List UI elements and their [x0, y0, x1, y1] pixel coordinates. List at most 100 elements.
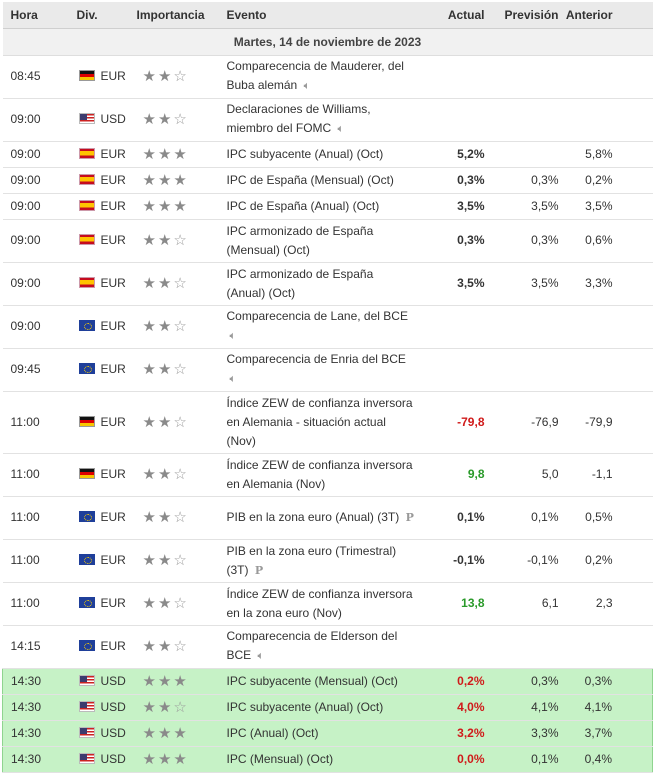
star-icon: ★ — [157, 318, 174, 335]
event-actual: 5,2% — [418, 141, 491, 168]
star-icon: ★ — [142, 724, 158, 742]
table-row[interactable]: 09:00 EUR ★★☆ IPC armonizado de España (… — [2, 262, 653, 306]
table-row[interactable]: 09:00 EUR ★★☆ IPC armonizado de España (… — [2, 219, 653, 263]
star-icon: ★ — [142, 171, 158, 189]
header-forecast[interactable]: Previsión — [490, 2, 561, 29]
table-row[interactable]: 09:00 EUR ★★★ IPC de España (Mensual) (O… — [2, 167, 653, 194]
table-row[interactable]: 14:30 USD ★★☆ IPC subyacente (Anual) (Oc… — [2, 694, 653, 721]
event-cell[interactable]: IPC subyacente (Mensual) (Oct) — [222, 668, 419, 695]
star-icon: ★ — [157, 361, 174, 378]
event-time: 09:00 — [2, 219, 67, 263]
importance-stars: ★★☆ — [132, 391, 223, 454]
star-outline-icon: ☆ — [173, 232, 189, 249]
event-cell[interactable]: IPC armonizado de España (Anual) (Oct) — [222, 262, 419, 306]
table-row[interactable]: 08:45 EUR ★★☆ Comparecencia de Mauderer,… — [2, 55, 653, 99]
event-forecast: 0,3% — [490, 668, 561, 695]
preliminary-icon: P — [254, 563, 264, 577]
event-time: 11:00 — [2, 453, 67, 497]
event-name[interactable]: IPC (Mensual) (Oct) — [226, 751, 334, 766]
event-name[interactable]: IPC armonizado de España (Mensual) (Oct) — [226, 223, 374, 257]
event-cell[interactable]: IPC (Anual) (Oct) — [222, 720, 419, 747]
event-forecast: 4,1% — [490, 694, 561, 721]
star-icon: ★ — [142, 638, 158, 655]
event-time: 09:00 — [2, 98, 67, 142]
event-cell[interactable]: IPC de España (Mensual) (Oct) — [222, 167, 419, 194]
table-row[interactable]: 14:30 USD ★★★ IPC (Mensual) (Oct) 0,0% 0… — [2, 746, 653, 773]
event-cell[interactable]: Índice ZEW de confianza inversora en la … — [222, 582, 419, 626]
event-cell[interactable]: Comparecencia de Enria del BCE 🔈︎ — [222, 348, 419, 392]
event-name[interactable]: IPC subyacente (Anual) (Oct) — [226, 699, 384, 714]
header-event[interactable]: Evento — [222, 2, 419, 29]
table-row[interactable]: 14:15 EUR ★★☆ Comparecencia de Elderson … — [2, 625, 653, 669]
event-cell[interactable]: Declaraciones de Williams, miembro del F… — [222, 98, 419, 142]
header-actual[interactable]: Actual — [418, 2, 491, 29]
star-icon: ★ — [157, 750, 174, 768]
star-icon: ★ — [157, 552, 174, 569]
table-row[interactable]: 09:00 EUR ★★☆ Comparecencia de Lane, del… — [2, 305, 653, 349]
event-currency: EUR — [66, 167, 133, 194]
speaker-icon: 🔈︎ — [257, 650, 265, 662]
event-name[interactable]: Índice ZEW de confianza inversora en Ale… — [226, 457, 413, 491]
event-currency: EUR — [66, 193, 133, 220]
star-outline-icon: ☆ — [173, 361, 189, 378]
event-cell[interactable]: PIB en la zona euro (Trimestral) (3T) P — [222, 539, 419, 583]
event-time: 11:00 — [2, 539, 67, 583]
table-row[interactable]: 09:00 EUR ★★★ IPC de España (Anual) (Oct… — [2, 193, 653, 220]
table-row[interactable]: 09:00 USD ★★☆ Declaraciones de Williams,… — [2, 98, 653, 142]
header-previous[interactable]: Anterior — [560, 2, 653, 29]
event-name[interactable]: Declaraciones de Williams, miembro del F… — [226, 102, 371, 135]
event-name[interactable]: PIB en la zona euro (Anual) (3T) — [226, 510, 400, 524]
table-row[interactable]: 11:00 EUR ★★☆ Índice ZEW de confianza in… — [2, 582, 653, 626]
flag-icon — [78, 70, 95, 81]
event-cell[interactable]: PIB en la zona euro (Anual) (3T) P — [222, 496, 419, 540]
header-time[interactable]: Hora — [2, 2, 67, 29]
event-cell[interactable]: Índice ZEW de confianza inversora en Ale… — [222, 453, 419, 497]
header-currency[interactable]: Div. — [66, 2, 133, 29]
star-icon: ★ — [157, 232, 174, 249]
table-row[interactable]: 11:00 EUR ★★☆ PIB en la zona euro (Anual… — [2, 496, 653, 540]
event-cell[interactable]: IPC (Mensual) (Oct) — [222, 746, 419, 773]
table-row[interactable]: 11:00 EUR ★★☆ Índice ZEW de confianza in… — [2, 453, 653, 497]
flag-icon — [78, 277, 95, 288]
importance-stars: ★★☆ — [132, 55, 223, 99]
event-cell[interactable]: IPC armonizado de España (Mensual) (Oct) — [222, 219, 419, 263]
table-row[interactable]: 14:30 USD ★★★ IPC (Anual) (Oct) 3,2% 3,3… — [2, 720, 653, 747]
event-name[interactable]: IPC subyacente (Mensual) (Oct) — [226, 673, 398, 688]
event-name[interactable]: Comparecencia de Enria del BCE — [226, 352, 406, 366]
event-name[interactable]: Comparecencia de Mauderer, del Buba alem… — [226, 59, 404, 92]
event-name[interactable]: Índice ZEW de confianza inversora en Ale… — [226, 395, 413, 448]
event-currency: EUR — [66, 348, 133, 392]
event-name[interactable]: IPC subyacente (Anual) (Oct) — [226, 146, 384, 161]
event-cell[interactable]: Comparecencia de Elderson del BCE 🔈︎ — [222, 625, 419, 669]
event-name[interactable]: Índice ZEW de confianza inversora en la … — [226, 586, 413, 620]
event-cell[interactable]: IPC subyacente (Anual) (Oct) — [222, 694, 419, 721]
event-actual: 9,8 — [418, 453, 491, 497]
event-previous — [560, 348, 653, 392]
table-row[interactable]: 11:00 EUR ★★☆ PIB en la zona euro (Trime… — [2, 539, 653, 583]
importance-stars: ★★☆ — [132, 262, 223, 306]
table-row[interactable]: 09:45 EUR ★★☆ Comparecencia de Enria del… — [2, 348, 653, 392]
event-name[interactable]: IPC de España (Anual) (Oct) — [226, 198, 380, 213]
event-name[interactable]: IPC (Anual) (Oct) — [226, 725, 319, 740]
table-row[interactable]: 11:00 EUR ★★☆ Índice ZEW de confianza in… — [2, 391, 653, 454]
currency-code: USD — [100, 725, 126, 740]
event-actual — [418, 625, 491, 669]
flag-icon — [78, 320, 95, 331]
event-name[interactable]: Comparecencia de Elderson del BCE — [226, 629, 398, 662]
event-name[interactable]: IPC de España (Mensual) (Oct) — [226, 172, 394, 187]
table-row[interactable]: 14:30 USD ★★★ IPC subyacente (Mensual) (… — [2, 668, 653, 695]
event-cell[interactable]: Comparecencia de Lane, del BCE 🔈︎ — [222, 305, 419, 349]
star-icon: ★ — [157, 111, 174, 128]
event-cell[interactable]: Comparecencia de Mauderer, del Buba alem… — [222, 55, 419, 99]
event-name[interactable]: IPC armonizado de España (Anual) (Oct) — [226, 266, 374, 300]
event-previous: -79,9 — [560, 391, 653, 454]
event-name[interactable]: PIB en la zona euro (Trimestral) (3T) — [226, 543, 397, 577]
event-actual: 0,0% — [418, 746, 491, 773]
event-cell[interactable]: IPC de España (Anual) (Oct) — [222, 193, 419, 220]
table-row[interactable]: 09:00 EUR ★★★ IPC subyacente (Anual) (Oc… — [2, 141, 653, 168]
event-cell[interactable]: IPC subyacente (Anual) (Oct) — [222, 141, 419, 168]
event-name[interactable]: Comparecencia de Lane, del BCE — [226, 309, 408, 323]
header-importance[interactable]: Importancia — [132, 2, 223, 29]
event-cell[interactable]: Índice ZEW de confianza inversora en Ale… — [222, 391, 419, 454]
event-currency: USD — [66, 720, 133, 747]
